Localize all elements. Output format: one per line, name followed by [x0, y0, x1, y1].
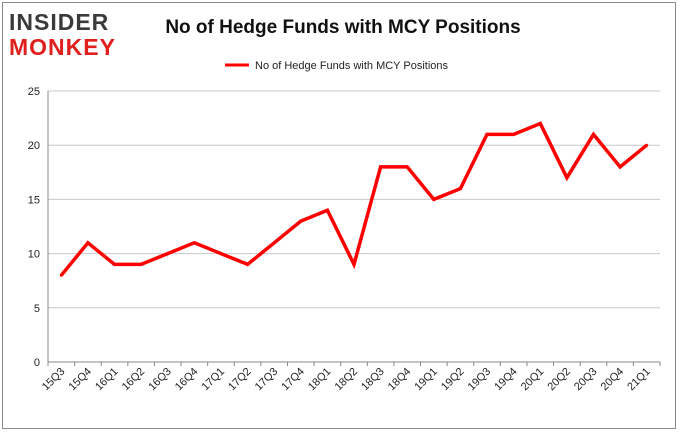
data-point — [352, 262, 356, 266]
data-point — [272, 241, 276, 245]
data-point — [432, 197, 436, 201]
x-tick-label: 17Q4 — [279, 366, 307, 394]
x-tick-label: 18Q1 — [306, 366, 334, 394]
x-tick-label: 17Q1 — [200, 366, 228, 394]
x-tick-label: 19Q1 — [412, 366, 440, 394]
chart-frame: INSIDER MONKEY No of Hedge Funds with MC… — [2, 2, 676, 429]
data-point — [379, 165, 383, 169]
x-tick-label: 20Q4 — [599, 366, 627, 394]
data-point — [565, 176, 569, 180]
data-point — [325, 208, 329, 212]
y-tick-label: 10 — [28, 249, 40, 261]
data-point — [86, 241, 90, 245]
data-point — [405, 165, 409, 169]
x-tick-label: 18Q4 — [386, 366, 414, 394]
data-point — [139, 262, 143, 266]
x-tick-label: 20Q2 — [545, 366, 573, 394]
x-tick-label: 15Q4 — [67, 366, 95, 394]
chart-title: No of Hedge Funds with MCY Positions — [165, 17, 521, 38]
data-point — [485, 132, 489, 136]
y-tick-label: 15 — [28, 194, 40, 206]
y-tick-label: 20 — [28, 140, 40, 152]
data-point — [246, 262, 250, 266]
x-tick-label: 16Q1 — [93, 366, 121, 394]
x-tick-label: 16Q2 — [120, 366, 148, 394]
x-tick-label: 20Q1 — [519, 366, 547, 394]
x-tick-label: 16Q4 — [173, 366, 201, 394]
data-point — [219, 252, 223, 256]
x-tick-label: 18Q3 — [359, 366, 387, 394]
data-point — [645, 143, 649, 147]
data-point — [192, 241, 196, 245]
y-tick-label: 5 — [34, 303, 40, 315]
data-point — [113, 262, 117, 266]
x-tick-label: 19Q4 — [492, 366, 520, 394]
data-point — [458, 187, 462, 191]
x-tick-label: 15Q3 — [40, 366, 68, 394]
logo-text-monkey: MONKEY — [9, 34, 116, 60]
data-point — [538, 122, 542, 126]
legend-label: No of Hedge Funds with MCY Positions — [255, 60, 448, 72]
x-tick-label: 20Q3 — [572, 366, 600, 394]
x-tick-label: 16Q3 — [146, 366, 174, 394]
data-point — [591, 132, 595, 136]
x-tick-label: 21Q1 — [625, 366, 653, 394]
x-tick-label: 19Q2 — [439, 366, 467, 394]
data-point — [59, 273, 63, 277]
data-point — [299, 219, 303, 223]
y-tick-label: 25 — [28, 86, 40, 98]
data-point — [618, 165, 622, 169]
x-tick-label: 17Q3 — [253, 366, 281, 394]
y-tick-label: 0 — [34, 357, 40, 369]
data-point — [166, 252, 170, 256]
data-point — [512, 132, 516, 136]
insider-monkey-logo: INSIDER MONKEY — [9, 9, 129, 61]
logo-text-insider: INSIDER — [9, 9, 110, 35]
x-tick-label: 18Q2 — [333, 366, 361, 394]
x-tick-label: 17Q2 — [226, 366, 254, 394]
x-tick-label: 19Q3 — [466, 366, 494, 394]
